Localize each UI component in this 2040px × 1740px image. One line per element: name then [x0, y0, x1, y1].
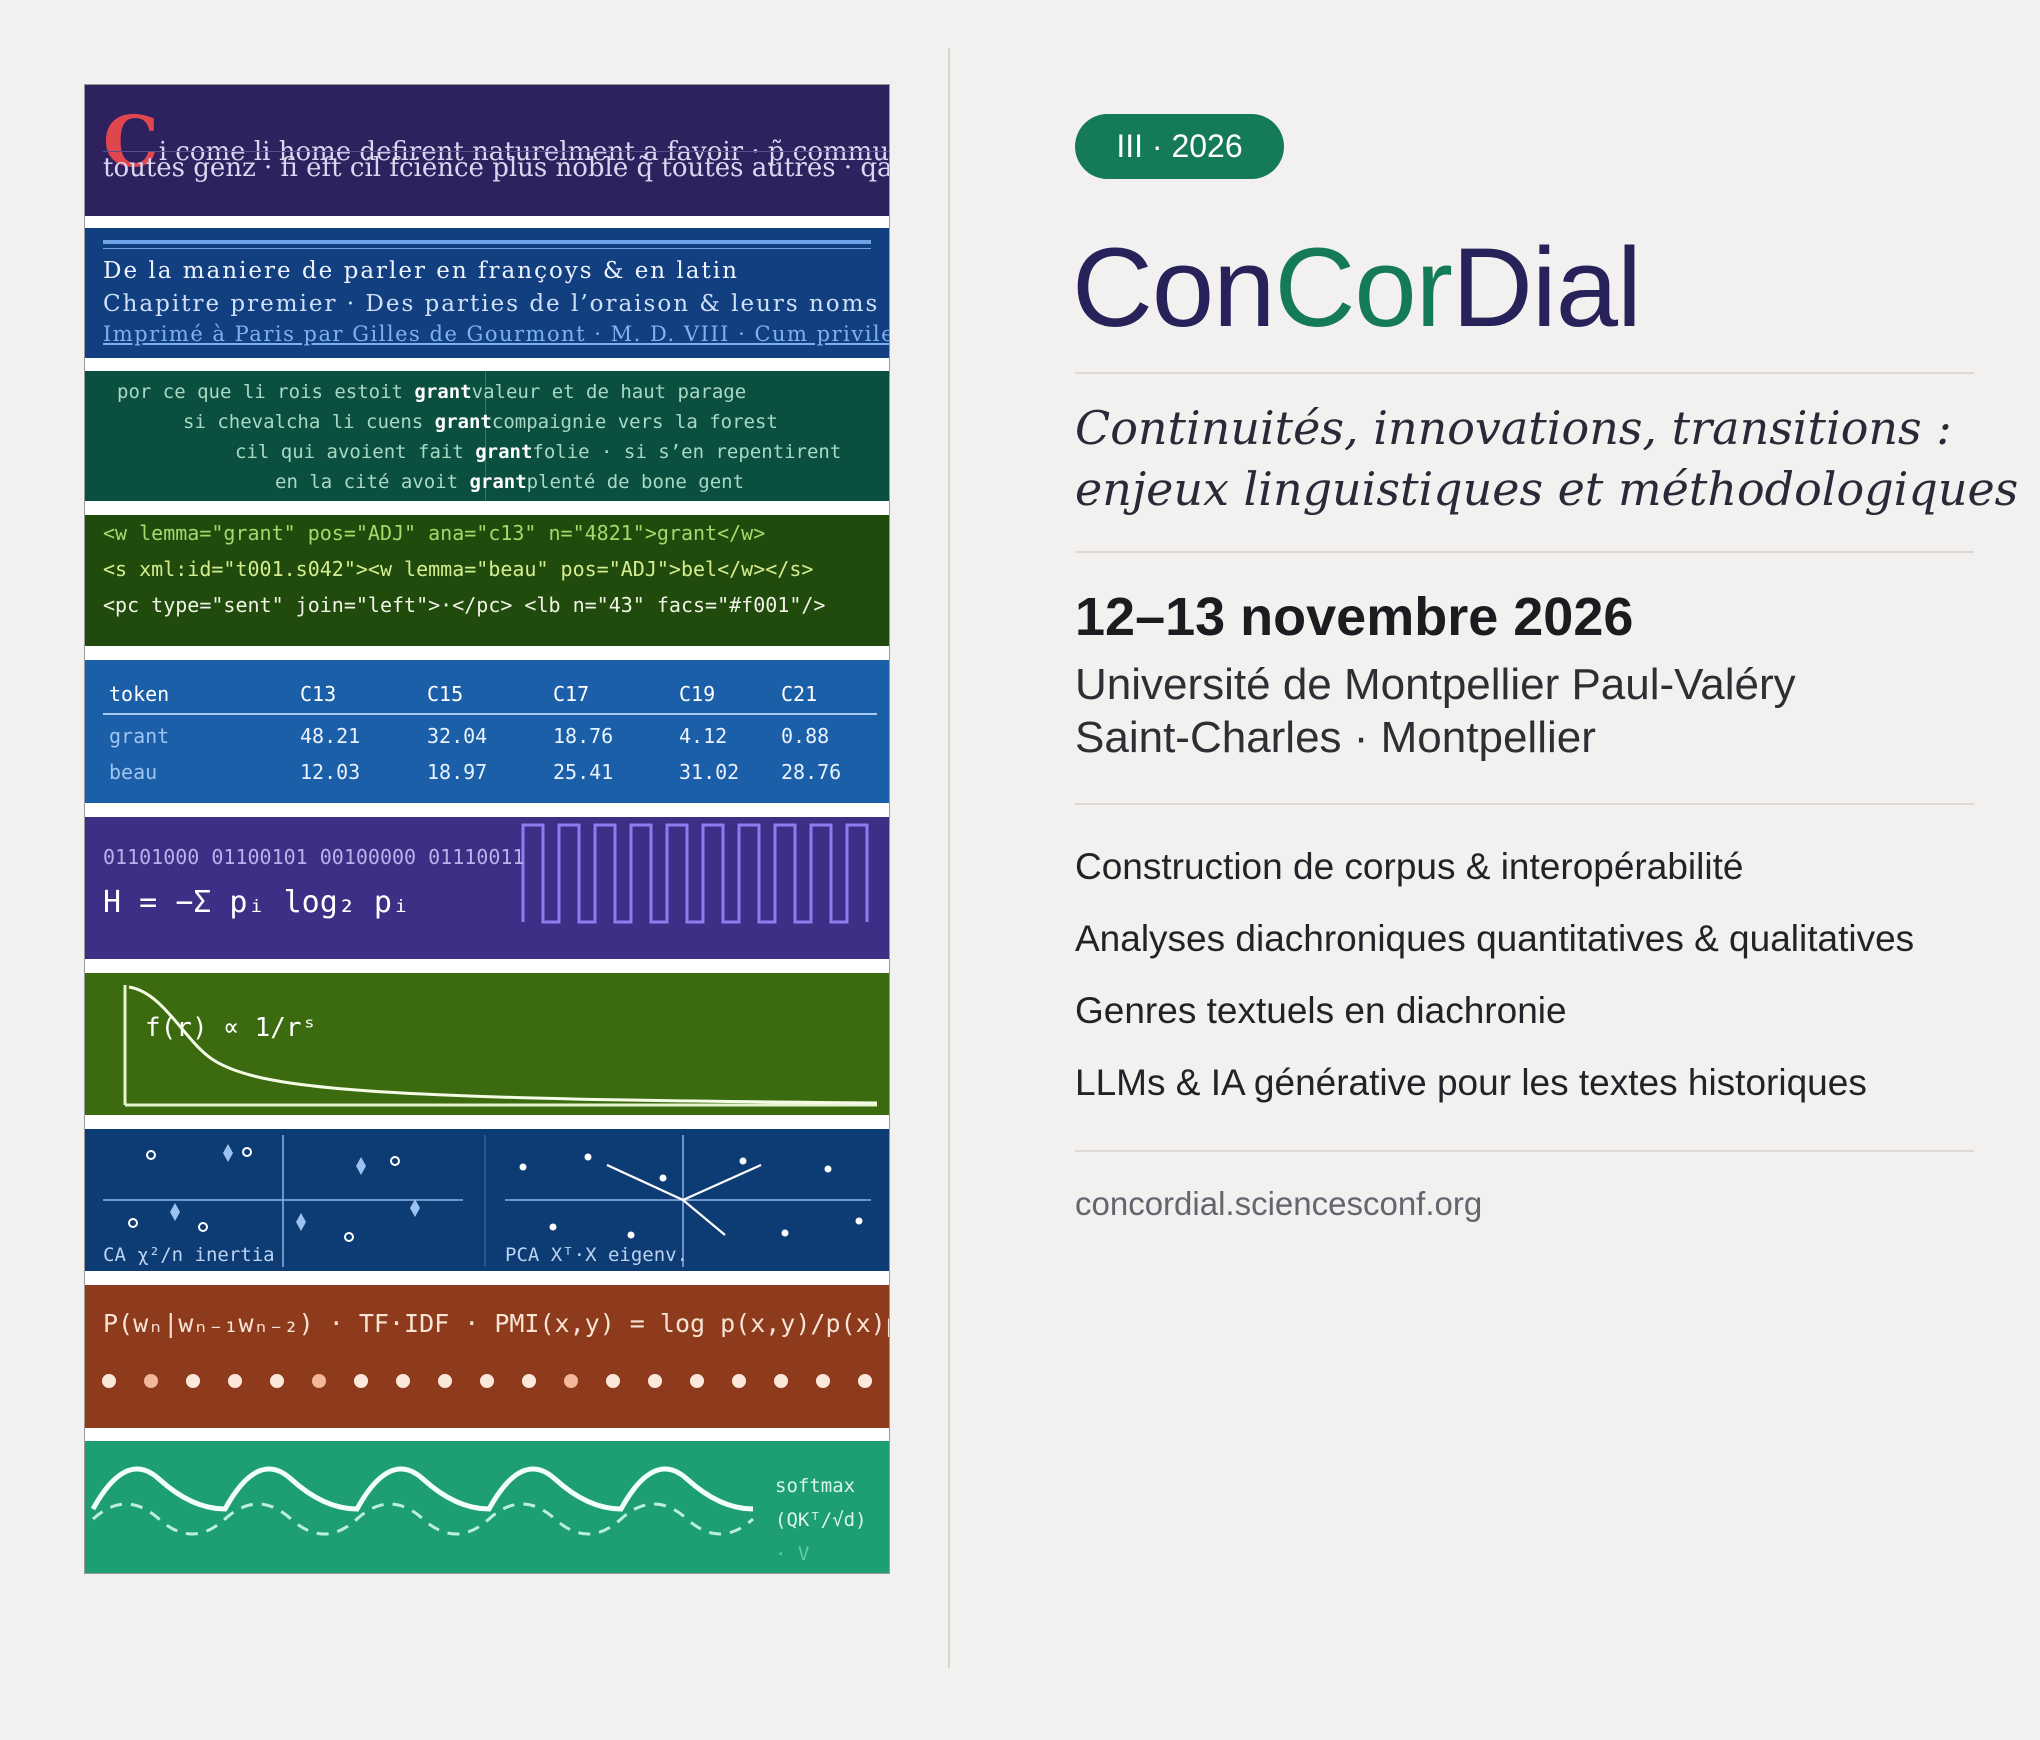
- xml-line-1: <w lemma="grant" pos="ADJ" ana="c13" n="…: [103, 521, 766, 545]
- multivariate-band: CA χ²/n inertia PCA Xᵀ·X eigenv.: [85, 1129, 889, 1271]
- kwic-keyword: grant: [475, 441, 533, 463]
- table-header-cell: C13: [300, 682, 337, 706]
- kwic-band: por ce que li rois estoit grantvaleur et…: [85, 371, 889, 501]
- zipf-curve-graphic: [123, 985, 878, 1107]
- conference-title: ConCorDial: [1072, 232, 1642, 344]
- print-double-rule-top: [103, 240, 871, 244]
- table-header-rule: [103, 713, 877, 715]
- divider-rule: [1075, 551, 1974, 553]
- drop-cap-initial: C: [103, 100, 159, 183]
- print-double-rule-bottom: [103, 248, 871, 249]
- conference-dates: 12–13 novembre 2026: [1075, 587, 1634, 647]
- kwic-keyword: grant: [434, 411, 492, 433]
- table-cell: 0.88: [781, 724, 830, 748]
- kwic-right: plenté de bone gent: [526, 471, 745, 493]
- kwic-left: si chevalcha li cuens: [183, 411, 435, 433]
- conference-subtitle: Continuités, innovations, transitions : …: [1075, 398, 2018, 520]
- wave-graphic: [90, 1466, 755, 1536]
- print-colophon: Imprimé à Paris par Gilles de Gourmont ·…: [103, 322, 889, 346]
- table-cell: 28.76: [781, 760, 842, 784]
- subtitle-line: enjeux linguistiques et méthodologiques: [1075, 462, 2019, 516]
- decorative-strip: Ci come li home defirent naturelment a f…: [84, 84, 890, 1574]
- title-part-con: Con: [1072, 225, 1275, 350]
- divider-rule: [1075, 372, 1974, 374]
- softmax-values: · V: [775, 1543, 810, 1565]
- table-cell: 25.41: [553, 760, 614, 784]
- table-cell: 18.76: [553, 724, 614, 748]
- manuscript-rule: [103, 151, 889, 152]
- topic-item: Construction de corpus & interopérabilit…: [1075, 846, 1744, 887]
- softmax-label: softmax: [775, 1475, 856, 1497]
- kwic-left: por ce que li rois estoit: [117, 381, 415, 403]
- early-print-band: De la maniere de parler en françoys & en…: [85, 228, 889, 358]
- venue-line: Saint-Charles · Montpellier: [1075, 713, 1596, 762]
- dotted-sequence-graphic: [102, 1374, 872, 1388]
- venue-line: Université de Montpellier Paul-Valéry: [1075, 660, 1796, 709]
- topic-item: Genres textuels en diachronie: [1075, 990, 1567, 1031]
- subtitle-line: Continuités, innovations, transitions :: [1075, 401, 1952, 455]
- manuscript-band: Ci come li home defirent naturelment a f…: [85, 85, 889, 216]
- ngram-band: P(wₙ|wₙ₋₁wₙ₋₂) · TF·IDF · PMI(x,y) = log…: [85, 1285, 889, 1428]
- table-cell: 4.12: [679, 724, 728, 748]
- kwic-right: compaignie vers la forest: [491, 411, 778, 433]
- table-cell: 32.04: [427, 724, 488, 748]
- zipf-band: f(r) ∝ 1/rˢ: [85, 973, 889, 1115]
- zipf-formula: f(r) ∝ 1/rˢ: [145, 1013, 318, 1043]
- table-header-cell: token: [109, 682, 170, 706]
- xml-line-2: <s xml:id="t001.s042"><w lemma="beau" po…: [103, 557, 814, 581]
- title-part-cor: Cor: [1274, 225, 1452, 350]
- divider-rule: [1075, 803, 1974, 805]
- frequency-table-band: token C13 C15 C17 C19 C21 grant 48.21 32…: [85, 660, 889, 803]
- manuscript-line-1: Ci come li home defirent naturelment a f…: [103, 107, 889, 177]
- kwic-right: folie · si s’en repentirent: [532, 441, 842, 463]
- square-wave-graphic: [521, 823, 869, 924]
- kwic-row: por ce que li rois estoit grantvaleur et…: [117, 381, 746, 403]
- kwic-left: en la cité avoit: [275, 471, 470, 493]
- entropy-formula: H = −Σ pᵢ log₂ pᵢ: [103, 885, 411, 920]
- softmax-args: (QKᵀ/√d): [775, 1509, 867, 1531]
- kwic-left: cil qui avoient fait: [235, 441, 476, 463]
- title-part-dial: Dial: [1451, 225, 1642, 350]
- divider-rule: [1075, 1150, 1974, 1152]
- binary-text: 01101000 01100101 00100000 01110011: [103, 845, 525, 869]
- topic-item: LLMs & IA générative pour les textes his…: [1075, 1062, 1867, 1103]
- attention-band: softmax (QKᵀ/√d) · V: [85, 1441, 889, 1573]
- kwic-row: cil qui avoient fait grantfolie · si s’e…: [235, 441, 841, 463]
- xml-band: <w lemma="grant" pos="ADJ" ana="c13" n="…: [85, 515, 889, 646]
- table-cell: 48.21: [300, 724, 361, 748]
- entropy-band: 01101000 01100101 00100000 01110011 H = …: [85, 817, 889, 959]
- manuscript-line-2: toutes genz · fi eft cil fcience plus no…: [103, 153, 889, 183]
- print-title: De la maniere de parler en françoys & en…: [103, 258, 739, 284]
- table-cell: beau: [109, 760, 158, 784]
- pca-caption: PCA Xᵀ·X eigenv.: [505, 1244, 689, 1266]
- table-cell: 31.02: [679, 760, 740, 784]
- kwic-keyword: grant: [469, 471, 527, 493]
- conference-url[interactable]: concordial.sciencesconf.org: [1075, 1185, 1483, 1222]
- kwic-row: si chevalcha li cuens grantcompaignie ve…: [183, 411, 778, 433]
- kwic-axis: [485, 371, 486, 501]
- print-chapter: Chapitre premier · Des parties de l’orai…: [103, 291, 880, 317]
- kwic-row: en la cité avoit grantplenté de bone gen…: [275, 471, 744, 493]
- xml-line-3: <pc type="sent" join="left">·</pc> <lb n…: [103, 593, 826, 617]
- scatter-graphic: [103, 1135, 871, 1267]
- kwic-keyword: grant: [414, 381, 472, 403]
- table-header-cell: C21: [781, 682, 818, 706]
- ca-caption: CA χ²/n inertia: [103, 1244, 275, 1266]
- table-header-cell: C19: [679, 682, 716, 706]
- column-divider: [948, 48, 950, 1668]
- table-cell: 18.97: [427, 760, 488, 784]
- table-header-cell: C17: [553, 682, 590, 706]
- kwic-right: valeur et de haut parage: [471, 381, 747, 403]
- edition-badge: III · 2026: [1075, 114, 1284, 179]
- table-cell: grant: [109, 724, 170, 748]
- table-cell: 12.03: [300, 760, 361, 784]
- table-header-cell: C15: [427, 682, 464, 706]
- topic-item: Analyses diachroniques quantitatives & q…: [1075, 918, 1915, 959]
- manuscript-text-1: i come li home defirent naturelment a fa…: [158, 137, 889, 167]
- ngram-formula: P(wₙ|wₙ₋₁wₙ₋₂) · TF·IDF · PMI(x,y) = log…: [103, 1309, 889, 1338]
